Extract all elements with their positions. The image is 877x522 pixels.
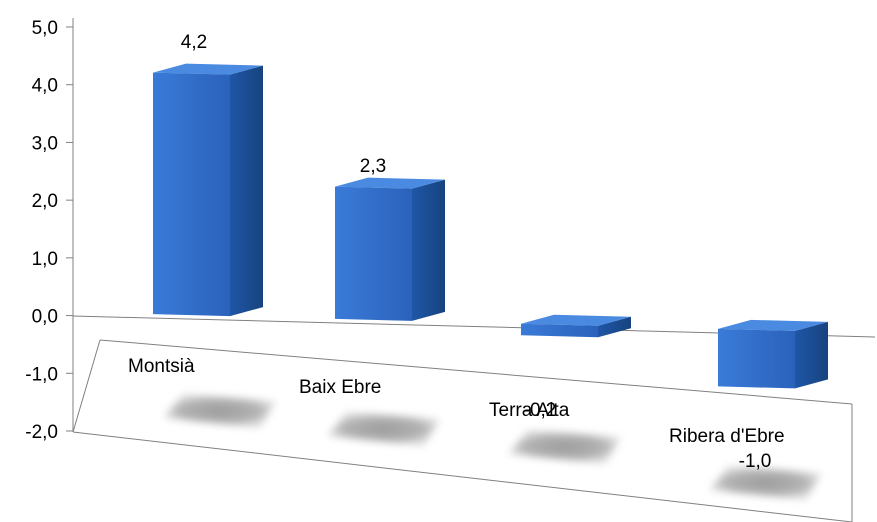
- y-tick-label: 5,0: [32, 18, 58, 39]
- data-label-terra-alta: -0,2: [524, 400, 557, 421]
- category-label-ribera-d-ebre: Ribera d'Ebre: [669, 426, 785, 447]
- bar-front-baix-ebre: [335, 186, 412, 321]
- shadow-baix-ebre: [327, 412, 440, 446]
- shadow-montsi: [163, 394, 276, 428]
- bar-side-ribera-d-ebre: [795, 321, 828, 389]
- floor-back-edge: [99, 339, 853, 405]
- category-labels: Montsià Baix Ebre Terra Alta Ribera d'Ebre: [128, 356, 785, 447]
- bar-ribera-d-ebre: [718, 319, 828, 389]
- y-tick-label: 2,0: [32, 191, 58, 212]
- y-tick-label: 3,0: [32, 133, 58, 154]
- y-ticks: 5,0 4,0 3,0 2,0 1,0 0,0 -1,0 -2,0: [25, 18, 73, 443]
- data-label-baix-ebre: 2,3: [360, 156, 386, 177]
- shadow-ribera-d-ebre: [709, 466, 822, 500]
- bar-front-terra-alta: [521, 323, 598, 338]
- bar-top-baix-ebre: [335, 177, 445, 189]
- bar-baix-ebre: [335, 177, 445, 321]
- data-label-ribera-d-ebre: -1,0: [739, 451, 772, 472]
- y-tick-label: 4,0: [32, 76, 58, 97]
- bar-side-montsi: [230, 65, 263, 317]
- bar-top-montsi: [153, 63, 263, 75]
- floor-front-edge: [72, 431, 853, 522]
- y-tick-label: 1,0: [32, 249, 58, 270]
- bar-montsi: [153, 63, 263, 317]
- category-label-baix-ebre: Baix Ebre: [299, 377, 381, 398]
- y-tick-label: -1,0: [25, 364, 58, 385]
- shadow-terra-alta: [508, 430, 621, 464]
- category-label-montsi: Montsià: [128, 356, 195, 377]
- bar-shadows: [163, 394, 822, 500]
- bars: [153, 63, 828, 389]
- bar-front-ribera-d-ebre: [718, 328, 795, 389]
- bar-terra-alta: [521, 314, 631, 338]
- bar-top-ribera-d-ebre: [718, 319, 828, 331]
- y-tick-label: 0,0: [32, 307, 58, 328]
- bar-side-baix-ebre: [412, 179, 445, 321]
- bar-side-terra-alta: [598, 316, 631, 338]
- bar-front-montsi: [153, 72, 230, 317]
- category-label-terra-alta: Terra Alta: [489, 400, 570, 421]
- bar-top-terra-alta: [521, 314, 631, 326]
- data-label-montsi: 4,2: [181, 32, 207, 53]
- y-tick-label: -2,0: [25, 422, 58, 443]
- data-labels: 4,2 2,3 -0,2 -1,0: [181, 32, 772, 472]
- floor-left-edge: [72, 339, 101, 433]
